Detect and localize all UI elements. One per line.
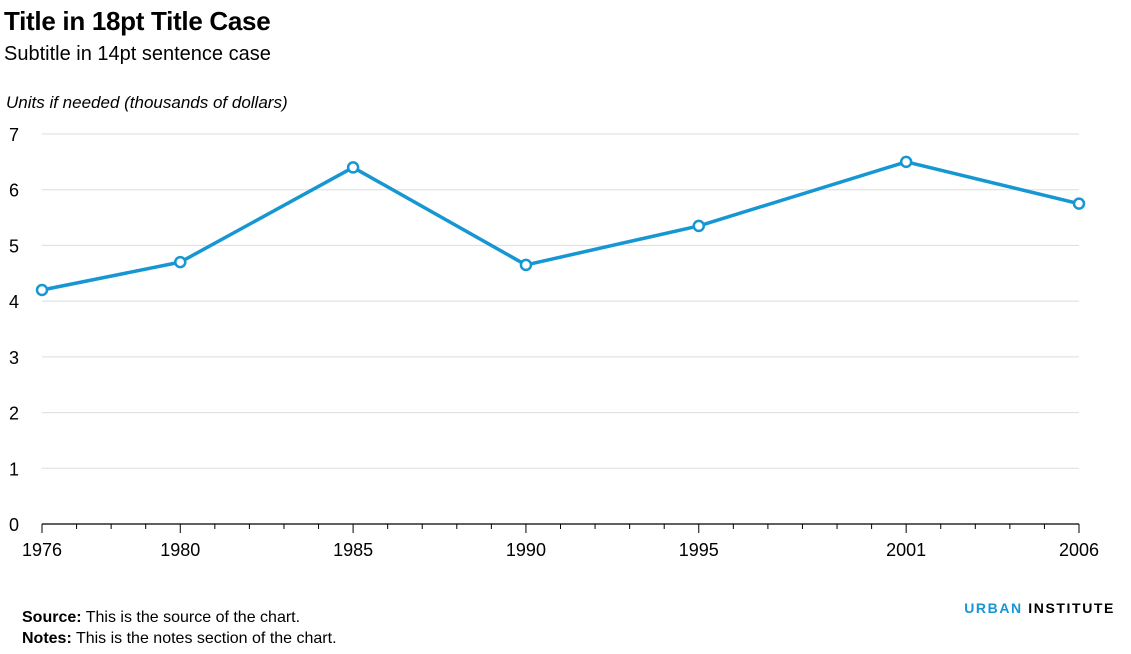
chart-title: Title in 18pt Title Case <box>4 6 271 36</box>
y-tick-label: 1 <box>9 459 19 479</box>
y-tick-label: 4 <box>9 292 19 312</box>
data-point <box>346 161 360 174</box>
source-label: Source: <box>22 609 82 626</box>
series-line <box>40 160 1081 292</box>
data-point <box>899 155 913 169</box>
y-tick-label: 2 <box>9 404 19 424</box>
x-tick-label: 1980 <box>160 540 200 560</box>
y-tick-label: 6 <box>9 181 19 201</box>
data-point <box>174 255 187 269</box>
source-text: This is the source of the chart. <box>81 609 301 626</box>
notes-label: Notes: <box>22 630 72 647</box>
brand-urban: URBAN <box>964 600 1023 616</box>
y-tick-label: 5 <box>9 236 19 256</box>
x-tick-label: 1985 <box>333 540 373 560</box>
data-point <box>1072 197 1086 210</box>
y-tick-label: 0 <box>9 515 19 535</box>
x-tick-label: 1990 <box>506 540 546 560</box>
notes-line: Notes: This is the notes section of the … <box>22 628 337 649</box>
y-tick-label: 7 <box>9 125 19 145</box>
data-point <box>519 258 533 272</box>
data-point <box>692 219 706 233</box>
y-axis-units-label: Units if needed (thousands of dollars) <box>6 93 288 112</box>
source-line: Source: This is the source of the chart. <box>22 607 337 628</box>
x-tick-label: 2006 <box>1059 540 1099 560</box>
x-tick-label: 2001 <box>886 540 926 560</box>
x-tick-label: 1995 <box>679 540 719 560</box>
y-tick-label: 3 <box>9 348 19 368</box>
notes-text: This is the notes section of the chart. <box>71 630 337 647</box>
brand-institute: INSTITUTE <box>1028 600 1115 616</box>
chart-subtitle: Subtitle in 14pt sentence case <box>4 43 271 65</box>
x-tick-label: 1976 <box>22 540 62 560</box>
urban-institute-logo: URBAN INSTITUTE <box>964 600 1115 616</box>
chart-notes-block: Source: This is the source of the chart.… <box>22 607 337 649</box>
data-point <box>35 283 49 297</box>
